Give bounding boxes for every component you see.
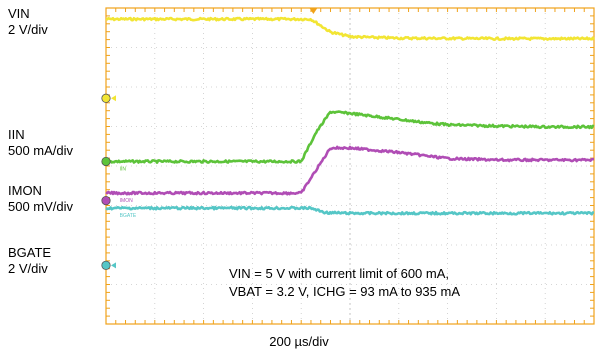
- trace-bgate: [105, 205, 595, 216]
- trace-iin: [105, 110, 595, 164]
- vin-label: VIN 2 V/div: [8, 6, 48, 37]
- annotation-line-1: VIN = 5 V with current limit of 600 mA,: [229, 266, 449, 281]
- ground-marker-imon: [101, 196, 111, 206]
- ground-marker-vin: [101, 93, 111, 103]
- trigger-marker: [309, 8, 318, 14]
- ground-marker-bgate: [101, 260, 111, 270]
- ground-arrow-vin: [111, 95, 116, 102]
- ground-marker-iin: [101, 156, 111, 167]
- annotation-line-2: VBAT = 3.2 V, ICHG = 93 mA to 935 mA: [229, 284, 460, 299]
- channel-marker-imon: IMON: [120, 198, 133, 204]
- scope-markers: [101, 8, 318, 270]
- time-scale-label: 200 µs/div: [269, 334, 329, 349]
- imon-label: IMON 500 mV/div: [8, 183, 74, 214]
- channel-marker-iin: IIN: [120, 166, 127, 172]
- ground-arrow-bgate: [111, 262, 116, 269]
- trace-imon: [105, 145, 595, 196]
- scope-traces: IIN IMON BGATE: [105, 16, 596, 219]
- bgate-label: BGATE 2 V/div: [8, 245, 52, 276]
- channel-marker-bgate: BGATE: [120, 213, 137, 219]
- iin-label: IIN 500 mA/div: [8, 127, 74, 158]
- trace-vin: [105, 16, 596, 42]
